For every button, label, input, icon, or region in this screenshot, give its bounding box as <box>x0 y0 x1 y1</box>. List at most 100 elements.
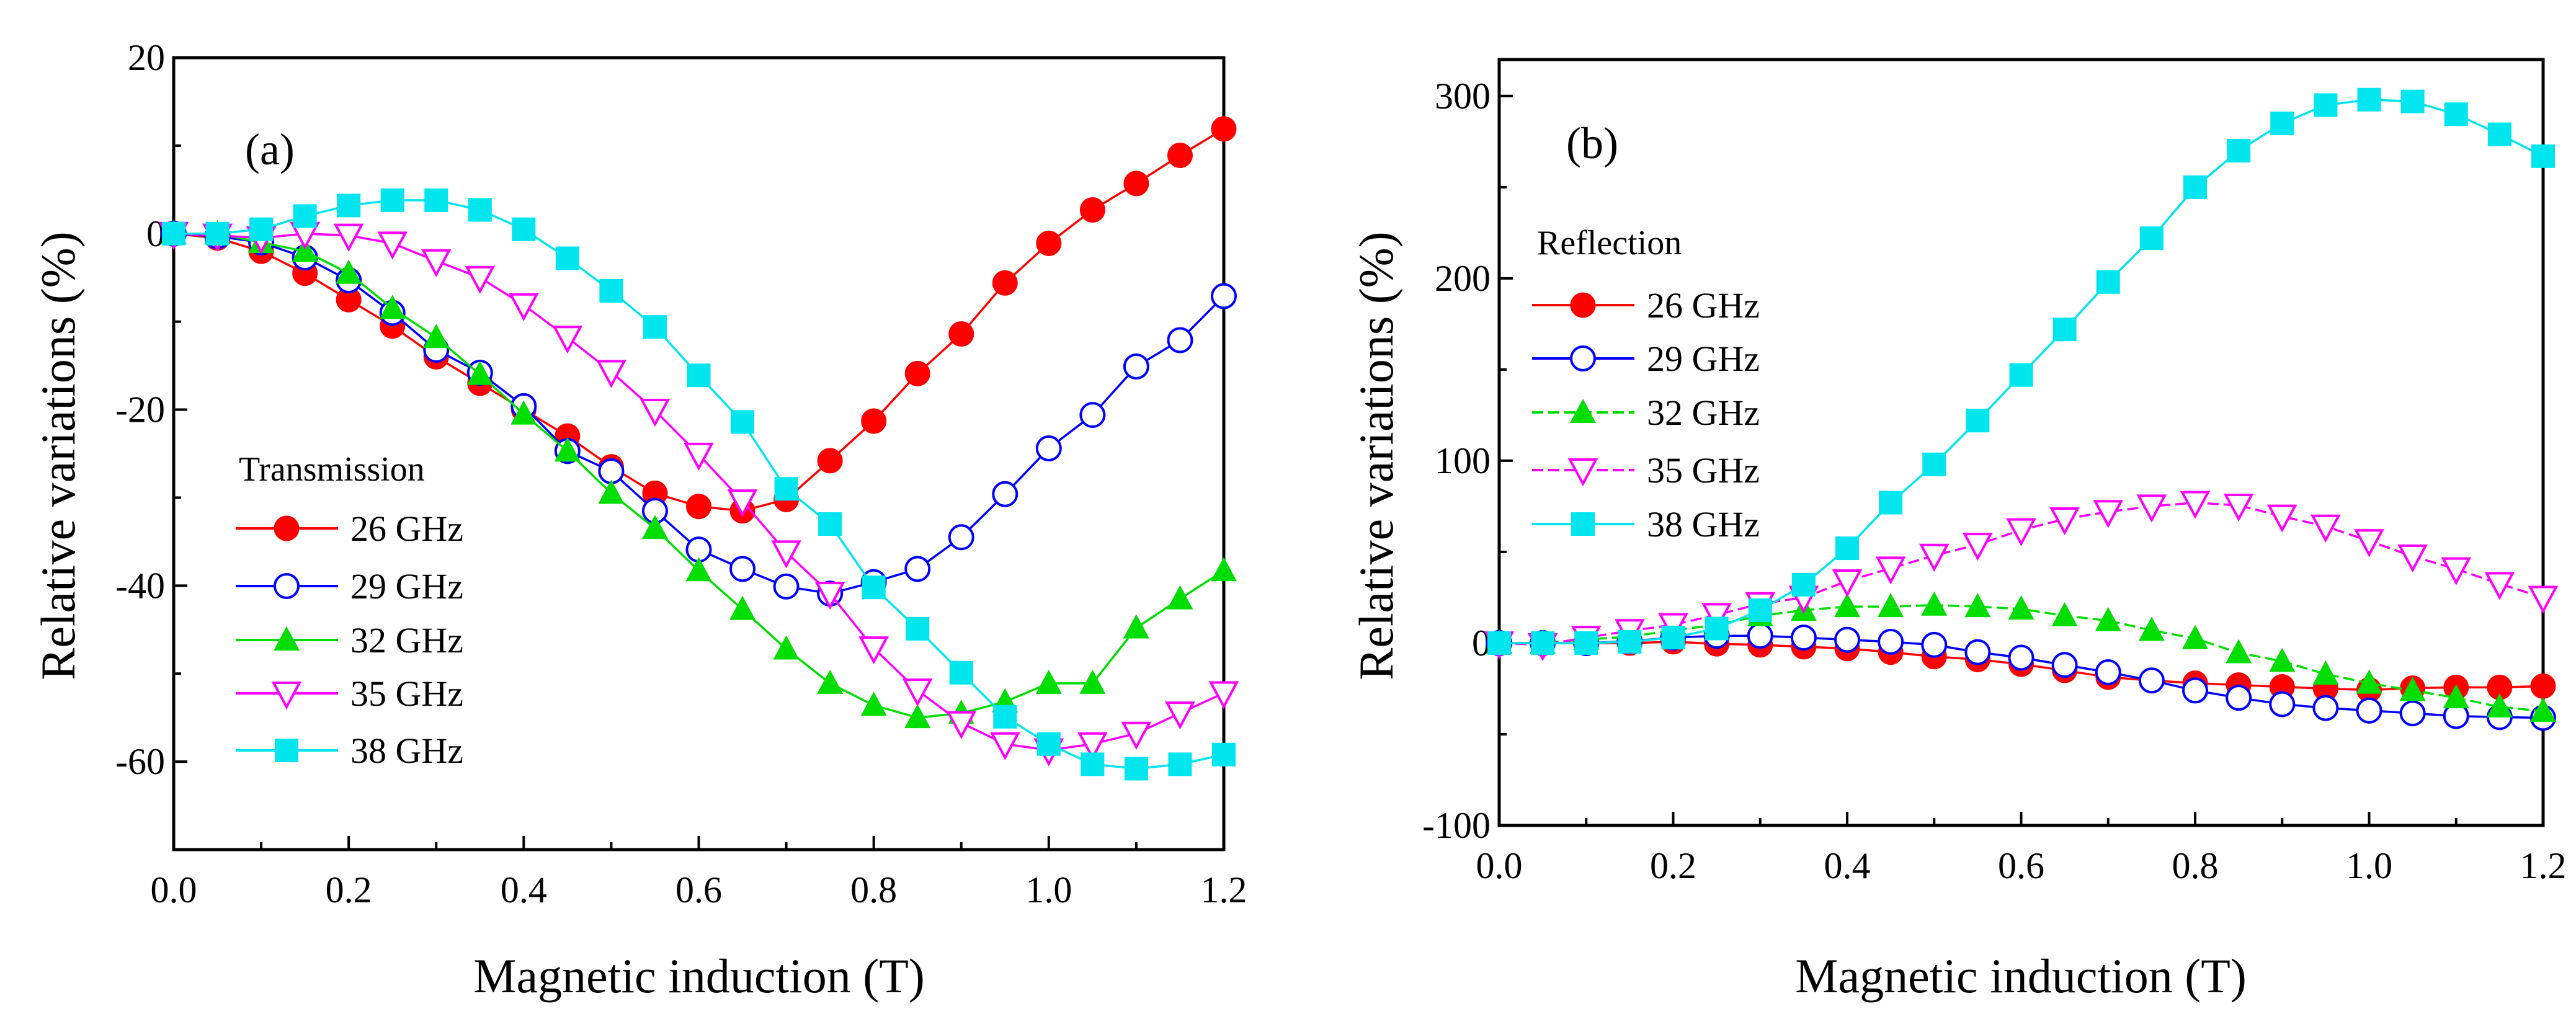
data-point <box>162 221 185 246</box>
data-point <box>684 442 714 471</box>
data-point <box>555 246 579 270</box>
data-point <box>424 188 448 212</box>
x-tick-label: 0.2 <box>326 869 372 910</box>
data-point <box>1165 701 1195 730</box>
data-point <box>1790 625 1817 651</box>
data-point <box>2182 677 2208 704</box>
data-point <box>949 660 973 685</box>
x-tick-label: 1.0 <box>1025 869 1072 910</box>
x-tick-label: 0.2 <box>1650 845 1696 886</box>
data-point <box>1167 142 1193 168</box>
data-point <box>2180 491 2211 519</box>
x-tick-label: 0.8 <box>850 869 897 910</box>
data-point <box>2399 700 2426 727</box>
data-point <box>2269 647 2296 672</box>
data-point <box>2311 514 2341 543</box>
data-point <box>1832 569 1863 598</box>
legend-marker <box>275 739 298 762</box>
data-point <box>1211 116 1237 142</box>
data-point <box>1878 628 1904 655</box>
data-point <box>731 410 755 434</box>
data-point <box>337 193 361 218</box>
data-point <box>1487 631 1511 655</box>
data-point <box>2312 695 2339 721</box>
data-point <box>641 515 668 540</box>
data-point <box>1791 572 1816 597</box>
data-point <box>205 221 230 246</box>
chart-panel-a: (a) Magnetic induction (T) Relative vari… <box>31 37 1247 1003</box>
legend-marker <box>274 515 300 541</box>
data-point <box>948 321 974 347</box>
data-point <box>948 524 974 551</box>
legend-label: 32 GHz <box>350 620 463 660</box>
data-point <box>1701 603 1732 631</box>
legend-marker <box>274 626 300 651</box>
data-point <box>2009 363 2033 387</box>
legend-marker <box>1570 292 1596 318</box>
legend-marker <box>1570 399 1596 423</box>
data-point <box>2096 270 2120 294</box>
data-point <box>512 217 536 241</box>
data-point <box>423 324 450 349</box>
data-point <box>946 711 977 739</box>
x-tick-label: 0.0 <box>1476 845 1523 886</box>
data-point <box>2183 175 2207 199</box>
data-point <box>2269 691 2296 718</box>
data-point <box>2051 602 2078 626</box>
y-axis-label-b: Relative variations (%) <box>1349 231 1403 680</box>
legend-marker <box>274 573 300 599</box>
data-point <box>1212 742 1236 767</box>
data-point <box>1875 556 1906 585</box>
data-point <box>2399 677 2426 701</box>
data-point <box>906 616 930 641</box>
data-point <box>380 188 404 212</box>
data-point <box>1966 409 1990 433</box>
data-point <box>2531 144 2555 168</box>
data-point <box>1878 593 1904 618</box>
data-point <box>2095 659 2121 685</box>
y-tick-label: 300 <box>1435 76 1491 117</box>
data-point <box>2227 139 2251 163</box>
data-point <box>1036 230 1062 256</box>
legend-label: 29 GHz <box>350 566 463 607</box>
data-point <box>1208 681 1239 709</box>
y-tick-label: -40 <box>115 565 165 606</box>
y-tick-label: -100 <box>1422 805 1491 846</box>
legend-label: 29 GHz <box>1647 339 1760 379</box>
y-tick-label: -60 <box>115 741 165 782</box>
y-tick-label: 20 <box>128 37 165 78</box>
data-point <box>596 360 626 388</box>
series-29-ghz <box>161 220 1237 607</box>
data-point <box>862 576 886 600</box>
data-point <box>1167 327 1193 353</box>
data-point <box>293 204 317 228</box>
data-point <box>1748 598 1772 623</box>
data-point <box>1964 639 1991 665</box>
data-point <box>554 437 581 462</box>
data-point <box>902 678 933 707</box>
data-point <box>729 556 756 582</box>
data-point <box>2354 529 2384 558</box>
data-point <box>1035 669 1062 694</box>
data-point <box>1661 626 1685 650</box>
data-point <box>2441 557 2472 585</box>
data-point <box>2443 684 2469 709</box>
data-point <box>1834 626 1860 653</box>
data-point <box>599 279 623 303</box>
data-point <box>1921 631 1948 658</box>
x-tick-label: 0.4 <box>501 869 547 910</box>
data-point <box>2486 693 2513 718</box>
x-tick-label: 1.2 <box>1201 869 1247 910</box>
data-point <box>336 259 362 284</box>
legend-label: 38 GHz <box>1647 504 1760 545</box>
data-point <box>1618 629 1642 654</box>
data-point <box>858 636 889 665</box>
data-point <box>1123 614 1149 639</box>
data-point <box>1922 452 1946 476</box>
data-point <box>1121 721 1152 750</box>
data-point <box>904 360 930 386</box>
legend-title-b: Reflection <box>1537 224 1682 262</box>
data-point <box>904 556 931 582</box>
data-point <box>992 481 1018 507</box>
legend-marker <box>1571 512 1595 536</box>
